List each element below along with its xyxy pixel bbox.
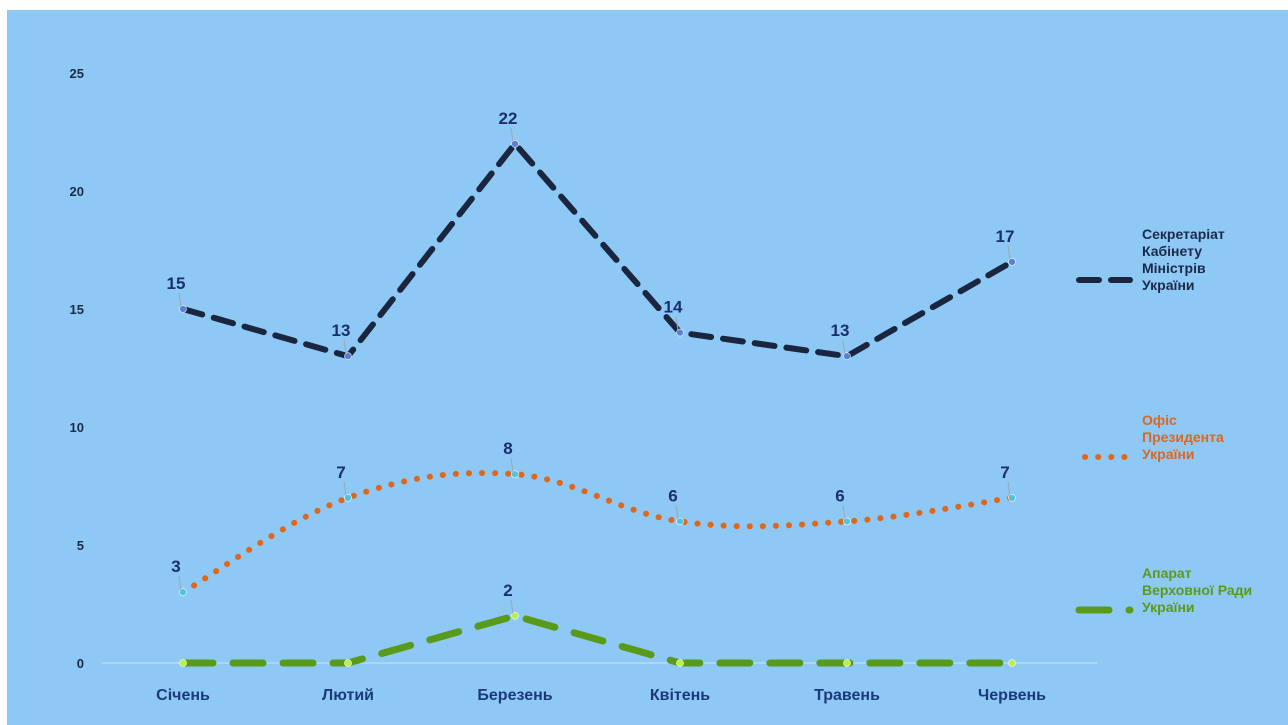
data-point <box>344 659 352 667</box>
data-point <box>1008 659 1016 667</box>
data-label: 8 <box>503 439 512 458</box>
data-label-leader <box>510 127 514 142</box>
data-point <box>1008 258 1016 266</box>
data-point <box>344 352 352 361</box>
legend-label-line: Президента <box>1142 429 1224 445</box>
data-point <box>843 517 851 526</box>
data-label-leader <box>1007 245 1011 260</box>
y-tick-label: 10 <box>70 420 84 435</box>
y-tick-label: 20 <box>70 184 84 199</box>
y-tick-label: 15 <box>70 302 84 317</box>
data-label-leader <box>675 316 679 331</box>
data-point <box>179 588 187 597</box>
data-label-leader <box>842 340 846 355</box>
data-label-leader <box>842 505 846 520</box>
data-label-leader <box>343 481 347 496</box>
x-tick-label: Лютий <box>322 687 374 704</box>
series-line-2 <box>179 612 1016 667</box>
legend-label-line: Апарат <box>1142 565 1192 581</box>
y-tick-label: 5 <box>77 538 84 553</box>
data-point <box>676 328 684 337</box>
data-point <box>511 140 519 148</box>
legend-label-line: Офіс <box>1142 412 1177 428</box>
data-label: 13 <box>332 321 351 340</box>
x-tick-label: Травень <box>814 687 880 704</box>
data-point <box>179 659 187 667</box>
legend-label-line: України <box>1142 446 1195 462</box>
legend-label-line: України <box>1142 277 1195 293</box>
legend-label: Секретаріат Кабінету Міністрів України <box>1142 226 1225 293</box>
legend-label-line: України <box>1142 599 1195 615</box>
legend-label-line: Міністрів <box>1142 260 1206 276</box>
data-point <box>676 517 684 526</box>
data-label-leader <box>510 599 514 614</box>
y-tick-label: 25 <box>70 66 84 81</box>
legend-label-line: Секретаріат <box>1142 226 1225 242</box>
data-label: 17 <box>996 227 1015 246</box>
x-tick-label: Червень <box>978 687 1046 704</box>
data-label: 6 <box>668 486 677 505</box>
data-label-leader <box>1007 481 1011 496</box>
legend-label: Апарат Верховної Ради України <box>1142 565 1252 615</box>
data-label: 7 <box>336 463 345 482</box>
legend-label-line: Кабінету <box>1142 243 1202 259</box>
data-point <box>1008 493 1016 502</box>
axis-layer: 0 5 10 15 20 25 Січень Лютий Березень Квітень Трав… <box>70 66 1097 704</box>
data-label: 6 <box>835 486 844 505</box>
data-point <box>843 352 851 361</box>
data-point <box>344 493 352 502</box>
y-tick-label: 0 <box>77 656 84 671</box>
data-label-leader <box>510 458 514 473</box>
data-point <box>843 659 851 667</box>
x-tick-label: Березень <box>477 687 552 704</box>
data-label-leader <box>343 340 347 355</box>
x-tick-label: Січень <box>156 687 210 704</box>
data-label: 13 <box>831 321 850 340</box>
data-label: 22 <box>499 109 518 128</box>
data-point <box>511 611 519 620</box>
data-label: 2 <box>503 581 512 600</box>
series-line-0 <box>180 139 1015 360</box>
series-layer <box>179 139 1016 667</box>
data-label: 15 <box>167 274 186 293</box>
data-label-leader <box>178 292 182 308</box>
legend-label: Офіс Президента України <box>1142 412 1224 462</box>
data-label: 14 <box>664 298 683 317</box>
x-tick-label: Квітень <box>650 687 710 704</box>
data-point <box>179 305 187 313</box>
data-label-leader <box>675 505 679 520</box>
data-label: 7 <box>1000 463 1009 482</box>
data-point <box>511 470 519 479</box>
data-label-leader <box>178 576 182 591</box>
data-label: 3 <box>171 557 180 576</box>
series-line-1 <box>180 470 1015 596</box>
data-point <box>676 659 684 667</box>
data-label-layer: 15 13 22 14 13 17 3 7 8 6 6 7 2 <box>167 109 1015 614</box>
line-chart: 0 5 10 15 20 25 Січень Лютий Березень Квітень Трав… <box>70 66 1253 704</box>
chart-area: 0 5 10 15 20 25 Січень Лютий Березень Квітень Трав… <box>7 10 1288 725</box>
legend-label-line: Верховної Ради <box>1142 582 1252 598</box>
